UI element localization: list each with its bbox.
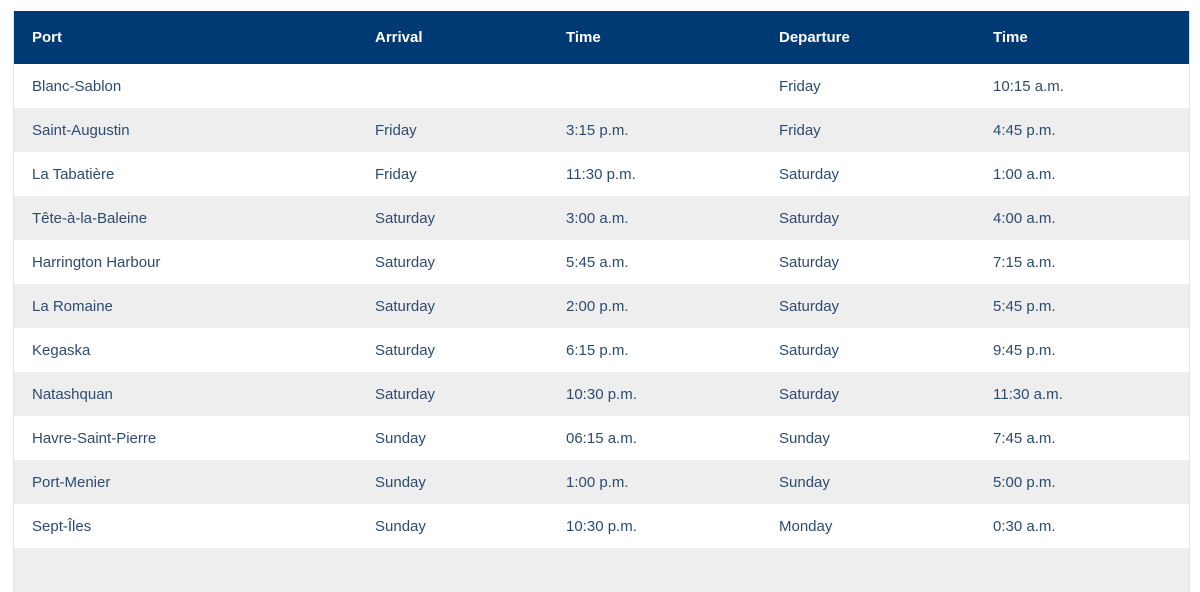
- cell-arrival-time: [548, 64, 761, 108]
- cell-arrival-day: Saturday: [357, 372, 548, 416]
- column-header-arrival-time: Time: [548, 11, 761, 64]
- cell-arrival-day: Friday: [375, 165, 417, 183]
- cell-arrival-time: 10:30 p.m.: [566, 517, 637, 535]
- cell-arrival-time: 2:00 p.m.: [548, 284, 761, 328]
- table-row: Kegaska Saturday 6:15 p.m. Saturday 9:45 p.m…: [14, 328, 1189, 372]
- cell-port: La Tabatière: [32, 165, 115, 183]
- cell-port: Saint-Augustin: [14, 108, 357, 152]
- cell-port: Blanc-Sablon: [32, 77, 122, 95]
- schedule-table-container: Port Arrival Time Departure Time Blanc-Sablo…: [13, 11, 1190, 592]
- cell-arrival-day: Saturday: [375, 341, 436, 359]
- cell-departure-time: [975, 548, 1189, 592]
- table-row: [14, 548, 1189, 592]
- cell-arrival-time: 1:00 p.m.: [548, 460, 761, 504]
- cell-departure-day: Sunday: [761, 460, 975, 504]
- table-row: Natashquan Saturday 10:30 p.m. Saturday 11:3…: [14, 372, 1189, 416]
- cell-departure-time: 4:45 p.m.: [975, 108, 1189, 152]
- table-row: Havre-Saint-Pierre Sunday 06:15 a.m. Sunday…: [14, 416, 1189, 460]
- cell-arrival-day: Saturday: [375, 253, 436, 271]
- cell-departure-time: 4:00 a.m.: [975, 196, 1189, 240]
- cell-port: Port-Menier: [14, 460, 357, 504]
- cell-departure-time: 5:00 p.m.: [975, 460, 1189, 504]
- cell-departure-day: Saturday: [779, 253, 840, 271]
- column-header-arrival-day: Arrival: [357, 11, 548, 64]
- cell-departure-day: Saturday: [761, 284, 975, 328]
- cell-arrival-time: 06:15 a.m.: [566, 429, 637, 447]
- cell-arrival-time: 5:45 a.m.: [566, 253, 629, 271]
- cell-departure-time: 11:30 a.m.: [975, 372, 1189, 416]
- cell-arrival-day: Saturday: [357, 284, 548, 328]
- cell-port: Natashquan: [14, 372, 357, 416]
- cell-port: La Romaine: [14, 284, 357, 328]
- table-row: Tête-à-la-Baleine Saturday 3:00 a.m. Saturd…: [14, 196, 1189, 240]
- cell-departure-day: Friday: [779, 77, 821, 95]
- cell-arrival-day: Sunday: [357, 460, 548, 504]
- column-header-port: Port: [14, 11, 357, 64]
- cell-port: Sept-Îles: [32, 517, 92, 535]
- cell-port: Kegaska: [32, 341, 91, 359]
- cell-port: Tête-à-la-Baleine: [14, 196, 357, 240]
- cell-departure-day: Saturday: [761, 372, 975, 416]
- cell-arrival-day: Friday: [357, 108, 548, 152]
- table-row: Harrington Harbour Saturday 5:45 a.m. Satur…: [14, 240, 1189, 284]
- cell-arrival-time: [548, 548, 761, 592]
- cell-departure-day: [761, 548, 975, 592]
- cell-departure-time: 7:15 a.m.: [993, 253, 1056, 271]
- header-row: Port Arrival Time Departure Time: [14, 11, 1189, 64]
- table-row: La Tabatière Friday 11:30 p.m. Saturday 1:00…: [14, 152, 1189, 196]
- column-header-departure-time: Time: [975, 11, 1189, 64]
- cell-arrival-day: Sunday: [375, 517, 426, 535]
- cell-arrival-day: Saturday: [357, 196, 548, 240]
- cell-arrival-time: 6:15 p.m.: [566, 341, 629, 359]
- cell-arrival-time: 3:00 a.m.: [548, 196, 761, 240]
- schedule-table: Port Arrival Time Departure Time Blanc-Sablo…: [14, 11, 1189, 592]
- table-row: La Romaine Saturday 2:00 p.m. Saturday 5:45 …: [14, 284, 1189, 328]
- table-row: Port-Menier Sunday 1:00 p.m. Sunday 5:00 p.m…: [14, 460, 1189, 504]
- cell-arrival-time: 11:30 p.m.: [566, 165, 636, 183]
- cell-departure-time: 5:45 p.m.: [975, 284, 1189, 328]
- cell-departure-day: Saturday: [779, 341, 840, 359]
- cell-departure-time: 1:00 a.m.: [993, 165, 1056, 183]
- cell-departure-day: Saturday: [761, 196, 975, 240]
- cell-arrival-day: Sunday: [375, 429, 426, 447]
- cell-departure-time: 7:45 a.m.: [993, 429, 1056, 447]
- cell-arrival-day: [357, 548, 548, 592]
- table-row: Saint-Augustin Friday 3:15 p.m. Friday 4:45 …: [14, 108, 1189, 152]
- cell-port: [14, 548, 357, 592]
- cell-port: Harrington Harbour: [32, 253, 161, 271]
- cell-arrival-day: [357, 64, 548, 108]
- cell-departure-time: 10:15 a.m.: [993, 77, 1064, 95]
- table-row: Blanc-Sablon Friday 10:15 a.m.: [14, 64, 1189, 108]
- table-row: Sept-Îles Sunday 10:30 p.m. Monday 0:30 a.m.: [14, 504, 1189, 548]
- cell-port: Havre-Saint-Pierre: [32, 429, 157, 447]
- cell-arrival-time: 3:15 p.m.: [548, 108, 761, 152]
- cell-departure-day: Saturday: [779, 165, 840, 183]
- cell-departure-time: 9:45 p.m.: [993, 341, 1056, 359]
- cell-departure-time: 0:30 a.m.: [993, 517, 1056, 535]
- cell-arrival-time: 10:30 p.m.: [548, 372, 761, 416]
- cell-departure-day: Friday: [761, 108, 975, 152]
- column-header-departure-day: Departure: [761, 11, 975, 64]
- cell-departure-day: Monday: [779, 517, 833, 535]
- cell-departure-day: Sunday: [779, 429, 830, 447]
